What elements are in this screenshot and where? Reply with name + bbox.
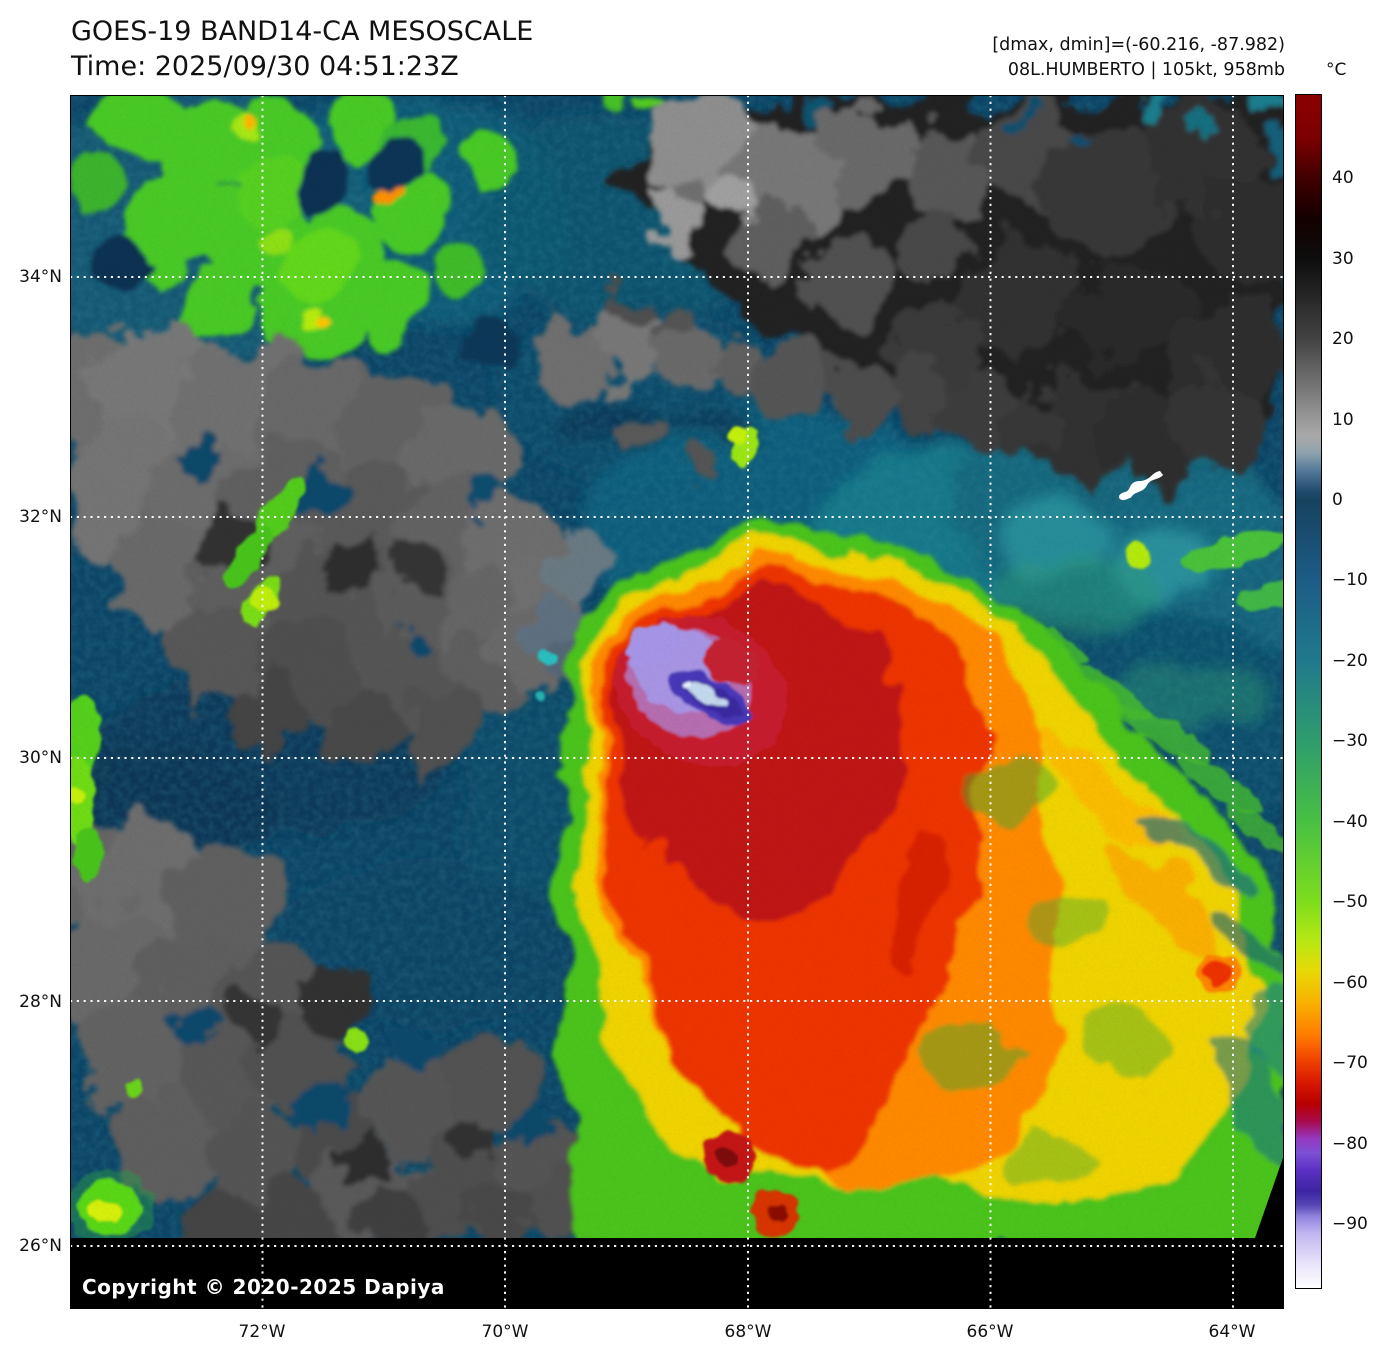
image-grain-texture: [70, 95, 1284, 1309]
satellite-ir-image: [70, 95, 1284, 1309]
no-data-region: [70, 1155, 1284, 1309]
cb-tick-n40: −40: [1332, 812, 1368, 832]
x-tick-label-66w: 66°W: [966, 1322, 1014, 1342]
cb-tick-40: 40: [1332, 168, 1354, 188]
cb-tick-30: 30: [1332, 249, 1354, 269]
temperature-colorbar: [1295, 94, 1322, 1289]
cb-tick-n10: −10: [1332, 570, 1368, 590]
cb-tick-n30: −30: [1332, 731, 1368, 751]
cb-tick-n90: −90: [1332, 1214, 1368, 1234]
cb-tick-10: 10: [1332, 410, 1354, 430]
annotation-block: [dmax, dmin]=(-60.216, -87.982) 08L.HUMB…: [992, 33, 1285, 83]
x-tick-label-64w: 64°W: [1208, 1322, 1256, 1342]
cb-tick-n70: −70: [1332, 1053, 1368, 1073]
cb-tick-0: 0: [1332, 490, 1343, 510]
cb-tick-n80: −80: [1332, 1134, 1368, 1154]
copyright-text: Copyright © 2020-2025 Dapiya: [82, 1275, 445, 1299]
plot-title-line2: Time: 2025/09/30 04:51:23Z: [71, 51, 459, 82]
y-tick-label-34n: 34°N: [19, 267, 62, 287]
colorbar-unit-label: °C: [1326, 60, 1347, 80]
y-tick-label-30n: 30°N: [19, 748, 62, 768]
colorbar-gradient: [1295, 94, 1322, 1289]
plot-title: GOES-19 BAND14-CA MESOSCALE Time: 2025/0…: [71, 14, 533, 84]
x-tick-label-70w: 70°W: [481, 1322, 529, 1342]
cb-tick-20: 20: [1332, 329, 1354, 349]
satellite-map: Copyright © 2020-2025 Dapiya: [70, 95, 1284, 1309]
y-tick-label-32n: 32°N: [19, 507, 62, 527]
plot-title-line1: GOES-19 BAND14-CA MESOSCALE: [71, 16, 534, 47]
cb-tick-n50: −50: [1332, 892, 1368, 912]
y-tick-label-28n: 28°N: [19, 992, 62, 1012]
storm-annotation: 08L.HUMBERTO | 105kt, 958mb: [1007, 60, 1285, 80]
x-tick-label-68w: 68°W: [724, 1322, 772, 1342]
graticule-gridlines: [70, 95, 1284, 1309]
y-tick-label-26n: 26°N: [19, 1236, 62, 1256]
bermuda-islet-dot: [1125, 491, 1133, 499]
minmax-annotation: [dmax, dmin]=(-60.216, -87.982): [992, 35, 1285, 55]
x-tick-label-72w: 72°W: [238, 1322, 286, 1342]
cb-tick-n60: −60: [1332, 973, 1368, 993]
cb-tick-n20: −20: [1332, 651, 1368, 671]
